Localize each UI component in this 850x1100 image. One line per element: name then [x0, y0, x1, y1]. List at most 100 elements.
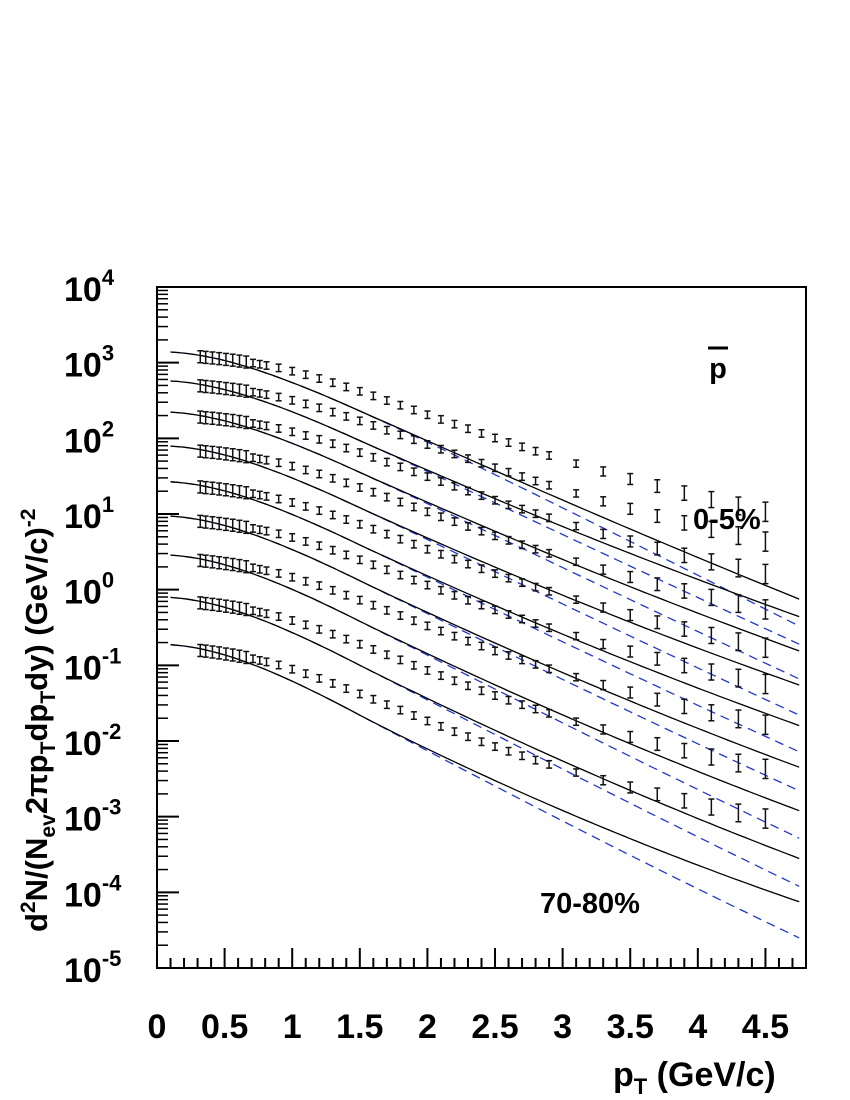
- data-point: [263, 609, 270, 619]
- x-tick-label: 2: [418, 1008, 437, 1046]
- data-point: [316, 581, 323, 591]
- data-point: [243, 559, 250, 574]
- data-point: [289, 572, 296, 582]
- data-point: [370, 645, 377, 654]
- data-point: [356, 519, 363, 529]
- data-point: [451, 419, 458, 429]
- y-axis-label-part: N/(N: [19, 838, 54, 902]
- data-point: [627, 472, 634, 486]
- annotation-top: 0-5%: [693, 504, 761, 536]
- data-point: [316, 673, 323, 683]
- data-point: [383, 396, 390, 405]
- data-point: [256, 607, 263, 617]
- data-point: [302, 669, 309, 679]
- data-point: [492, 691, 499, 701]
- data-point: [708, 490, 715, 509]
- x-tick-label: 3.5: [607, 1008, 654, 1046]
- data-point: [236, 649, 243, 663]
- data-point: [410, 711, 417, 721]
- data-point: [256, 655, 263, 665]
- data-point: [654, 651, 661, 666]
- data-point: [302, 399, 309, 409]
- data-point: [424, 580, 431, 590]
- data-point: [627, 502, 634, 516]
- data-point: [216, 482, 223, 496]
- data-point: [546, 586, 553, 596]
- x-tick-label: 0.5: [201, 1008, 248, 1046]
- data-point: [197, 514, 204, 529]
- data-point: [316, 469, 323, 479]
- data-point: [329, 378, 336, 388]
- data-point: [410, 616, 417, 626]
- data-point: [654, 577, 661, 592]
- data-point: [329, 407, 336, 417]
- y-tick-label: 10-1: [64, 643, 121, 687]
- data-point: [229, 518, 236, 532]
- data-point: [356, 555, 363, 565]
- fit-curve-dashed: [170, 445, 800, 716]
- y-tick-base: 10: [64, 876, 102, 914]
- y-tick-label: 10-3: [64, 795, 121, 839]
- data-point: [243, 650, 250, 665]
- y-tick-base: 10: [64, 422, 102, 460]
- data-point: [370, 391, 377, 401]
- y-tick-exponent: -5: [102, 946, 122, 971]
- data-point: [370, 694, 377, 704]
- fit-curve-solid: [170, 596, 800, 860]
- y-axis-label-part: d: [19, 913, 54, 932]
- data-point: [329, 439, 336, 449]
- data-point: [708, 553, 715, 571]
- data-point: [464, 636, 471, 646]
- y-tick-exponent: -3: [102, 795, 122, 820]
- data-point: [573, 631, 580, 641]
- data-point: [437, 512, 444, 522]
- data-point: [275, 612, 282, 622]
- data-point: [243, 485, 250, 500]
- data-point: [397, 497, 404, 507]
- data-point: [464, 454, 471, 464]
- data-point: [478, 564, 485, 574]
- fit-curves: [170, 351, 800, 939]
- data-point: [451, 517, 458, 527]
- data-point: [762, 714, 769, 736]
- data-point: [249, 654, 256, 664]
- data-point: [681, 583, 688, 599]
- data-point: [505, 467, 512, 477]
- data-point: [263, 390, 270, 400]
- fit-curve-solid: [170, 644, 800, 903]
- data-point: [329, 678, 336, 688]
- x-axis-label-sub: T: [634, 1074, 648, 1099]
- y-tick-exponent: -1: [102, 643, 122, 668]
- data-point: [478, 428, 485, 438]
- data-point: [627, 781, 634, 794]
- data-point: [437, 671, 444, 681]
- data-point: [681, 485, 688, 502]
- data-point: [249, 358, 256, 368]
- data-point: [383, 492, 390, 502]
- data-point: [464, 424, 471, 434]
- data-point: [222, 352, 229, 367]
- data-point: [519, 472, 526, 482]
- data-point: [492, 646, 499, 656]
- data-point: [343, 634, 350, 644]
- data-point: [654, 787, 661, 802]
- data-point: [600, 496, 607, 507]
- data-point: [256, 420, 263, 430]
- data-point: [681, 547, 688, 564]
- data-point: [627, 608, 634, 622]
- data-point: [437, 721, 444, 731]
- x-axis-label: pT (GeV/c): [613, 1056, 776, 1099]
- data-point: [302, 576, 309, 586]
- data-point: [275, 423, 282, 433]
- y-axis-label-part: dp: [19, 704, 54, 742]
- data-point: [464, 595, 471, 605]
- data-point: [197, 643, 204, 658]
- data-point: [397, 570, 404, 580]
- data-point: [316, 374, 323, 384]
- data-point: [492, 569, 499, 579]
- data-point: [492, 463, 499, 473]
- data-point: [735, 526, 742, 546]
- data-point: [316, 541, 323, 551]
- data-point: [532, 476, 539, 486]
- data-point: [762, 637, 769, 659]
